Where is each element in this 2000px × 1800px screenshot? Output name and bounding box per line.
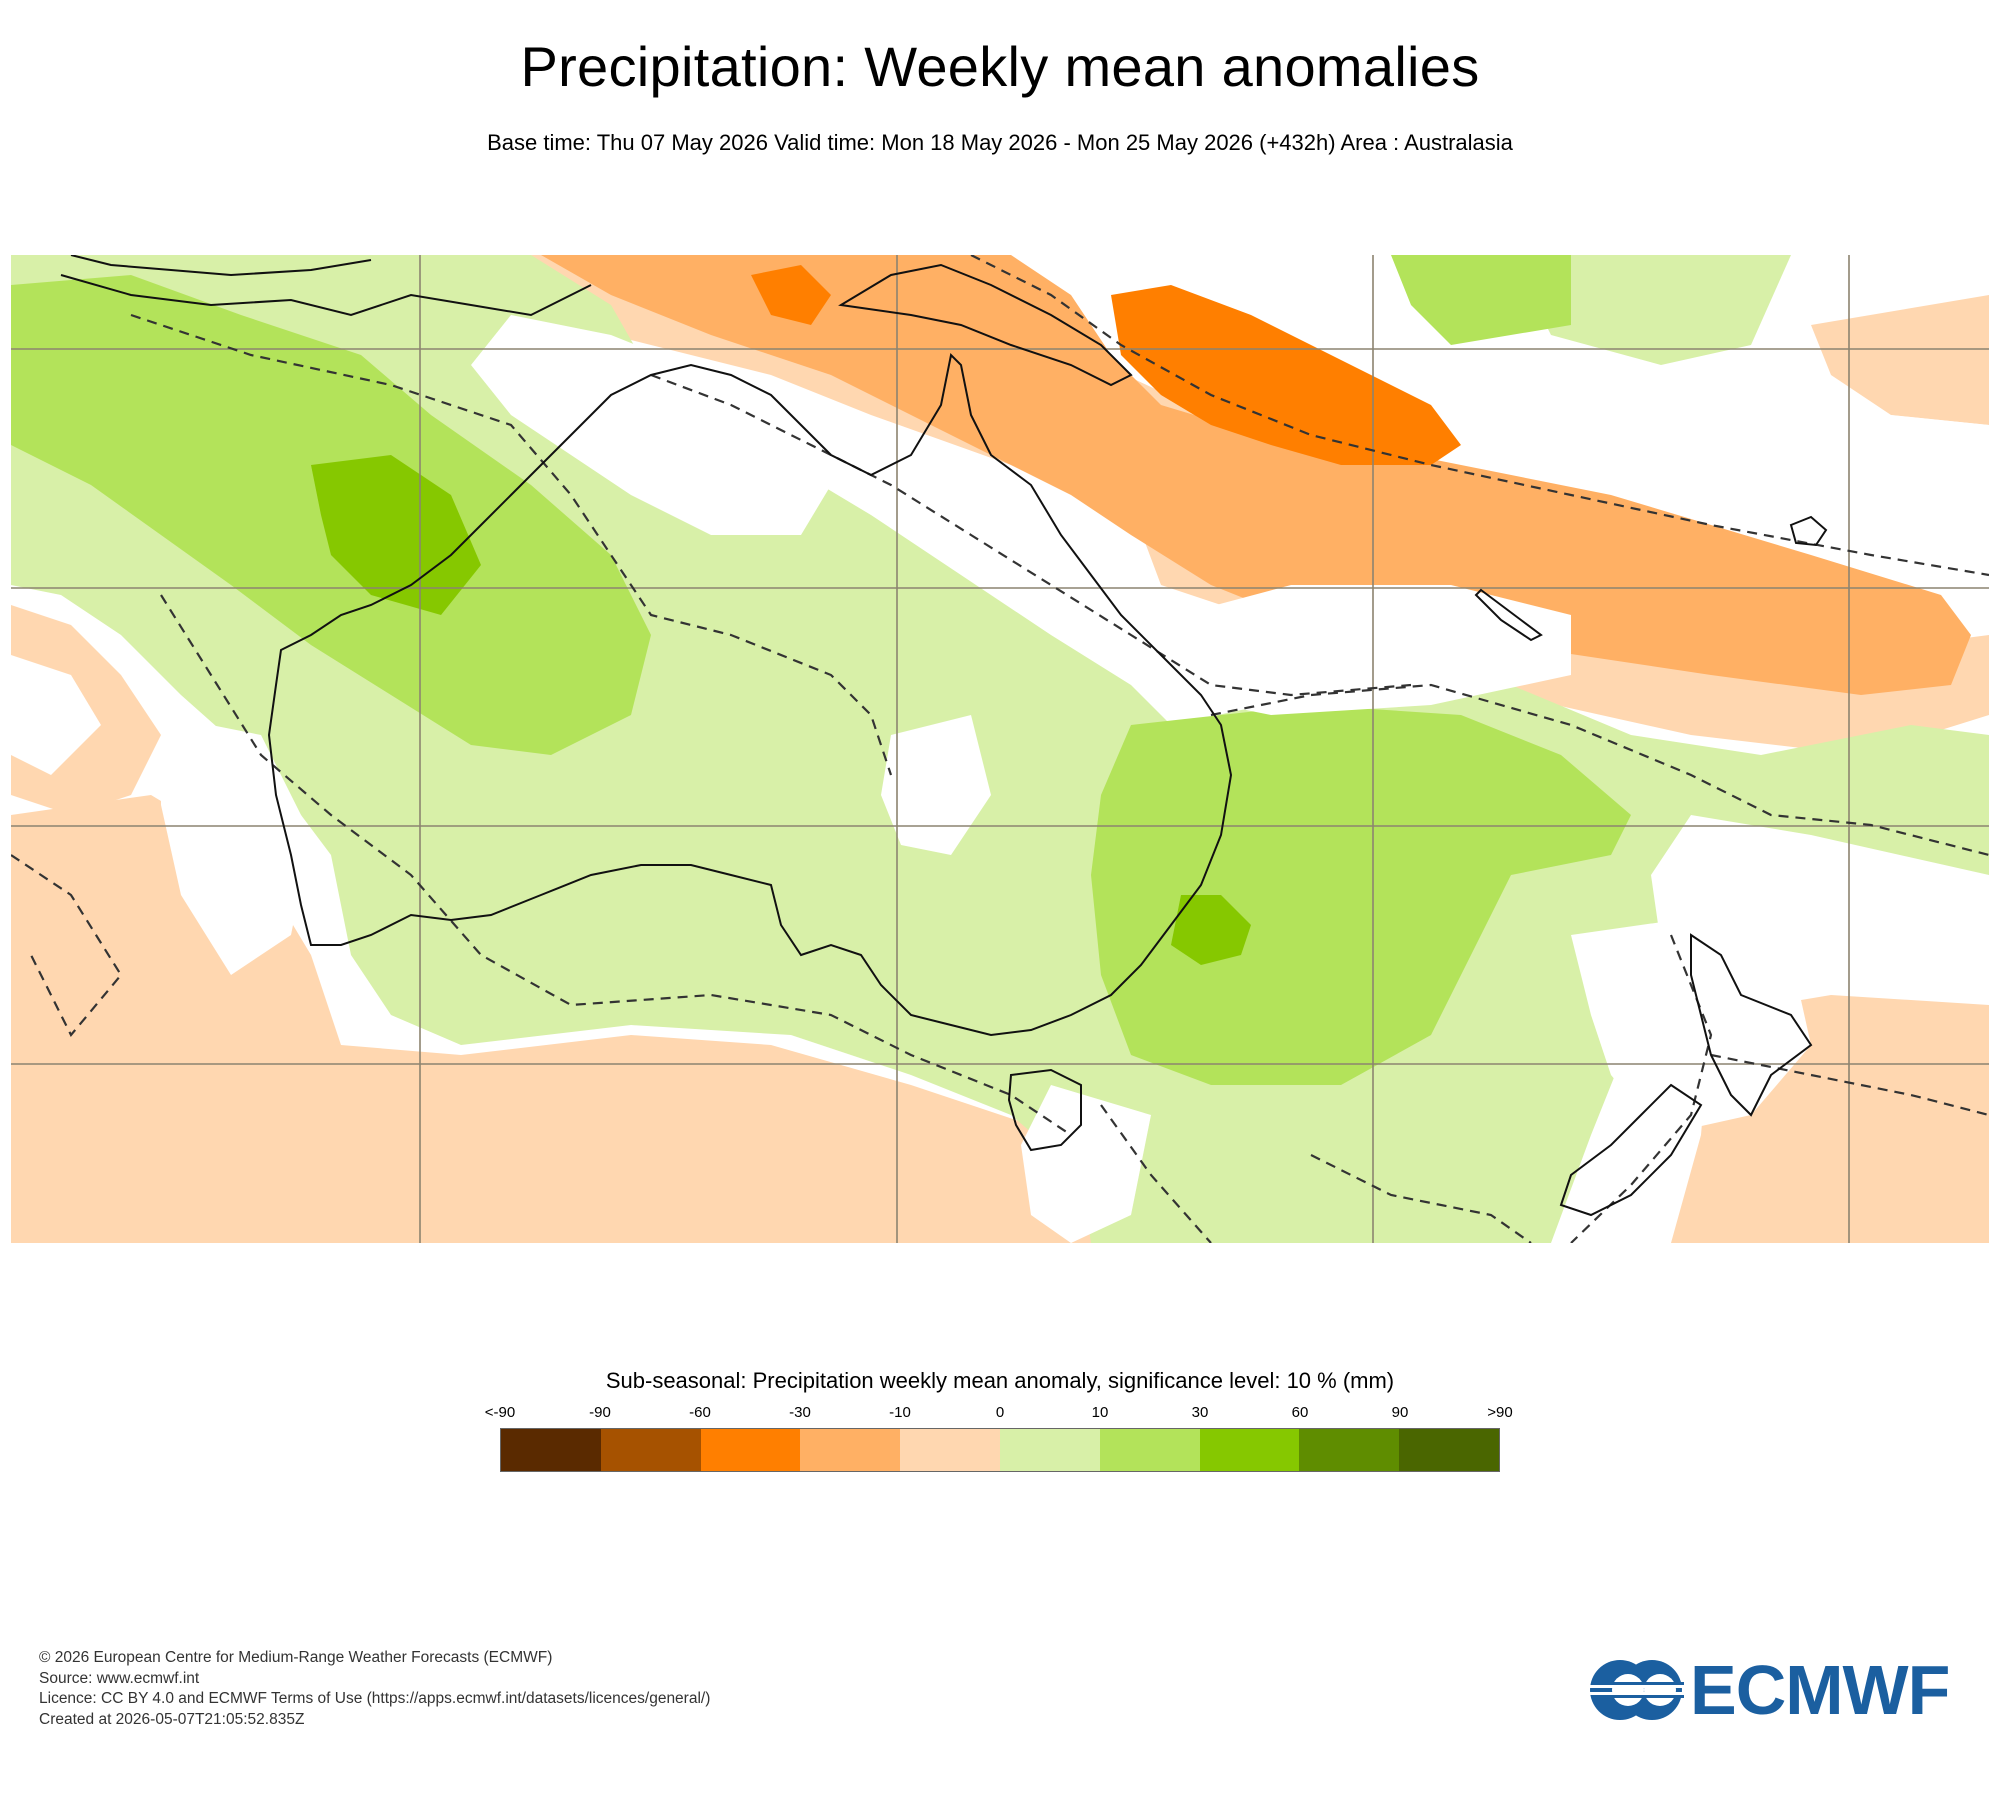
- tasmania-coastline: [1007, 1068, 1082, 1152]
- legend-label: 10: [1091, 1404, 1109, 1421]
- new-zealand-north-coastline: [1690, 933, 1813, 1117]
- new-guinea-coastline: [838, 263, 1133, 387]
- new-zealand-south-coastline: [1559, 1083, 1703, 1217]
- map-title: Precipitation: Weekly mean anomalies: [520, 35, 1480, 98]
- ecmwf-logo: ECMWF: [1588, 1655, 1964, 1725]
- legend-swatch: [800, 1429, 901, 1471]
- legend-label: 0: [995, 1404, 1005, 1421]
- legend-labels: <-90 -90 -60 -30 -10 0 10 30 60 90 >90: [0, 1404, 2000, 1424]
- legend-swatch: [999, 1429, 1100, 1471]
- ecmwf-logo-text: ECMWF: [1690, 1651, 1950, 1729]
- legend-swatch: [600, 1429, 701, 1471]
- insignificant-areas: [11, 315, 1989, 1243]
- map-subtitle: Base time: Thu 07 May 2026 Valid time: M…: [487, 130, 1513, 155]
- legend-label: >90: [1487, 1404, 1513, 1421]
- ecmwf-logo-icon: [1588, 1660, 1684, 1720]
- legend-title: Sub-seasonal: Precipitation weekly mean …: [605, 1368, 1395, 1393]
- footer-credits: © 2026 European Centre for Medium-Range …: [39, 1648, 710, 1730]
- legend-swatch: [501, 1429, 601, 1471]
- created-text: Created at 2026-05-07T21:05:52.835Z: [39, 1710, 305, 1728]
- legend-label: -30: [789, 1404, 811, 1421]
- legend-label: <-90: [484, 1404, 516, 1421]
- copyright-text: © 2026 European Centre for Medium-Range …: [39, 1649, 553, 1666]
- legend-label: -90: [589, 1404, 611, 1421]
- new-caledonia-coastline: [1474, 588, 1543, 642]
- legend-label: -10: [889, 1404, 911, 1421]
- licence-text: Licence: CC BY 4.0 and ECMWF Terms of Us…: [39, 1690, 711, 1707]
- legend-label: 30: [1191, 1404, 1209, 1421]
- source-text: Source: www.ecmwf.int: [39, 1669, 200, 1687]
- legend-label: 60: [1291, 1404, 1309, 1421]
- australia-coastline: [267, 352, 1233, 1037]
- legend-swatch: [1099, 1429, 1200, 1471]
- negative-anomaly-mid: [541, 255, 1971, 695]
- legend-label: 90: [1391, 1404, 1409, 1421]
- color-scale-bar: [500, 1428, 1500, 1472]
- legend-swatch: [1199, 1429, 1300, 1471]
- coastlines: [60, 255, 1828, 1217]
- legend-swatch: [1399, 1429, 1499, 1471]
- positive-anomaly-strong: [311, 455, 1251, 965]
- fiji-coastline: [1789, 515, 1828, 547]
- graticule: [11, 255, 1989, 1243]
- anomaly-map: [11, 255, 1989, 1243]
- legend-swatch: [700, 1429, 801, 1471]
- legend-swatch: [900, 1429, 1000, 1471]
- indonesia-coastline: [60, 274, 592, 317]
- legend-label: -60: [689, 1404, 711, 1421]
- legend-swatch: [1299, 1429, 1400, 1471]
